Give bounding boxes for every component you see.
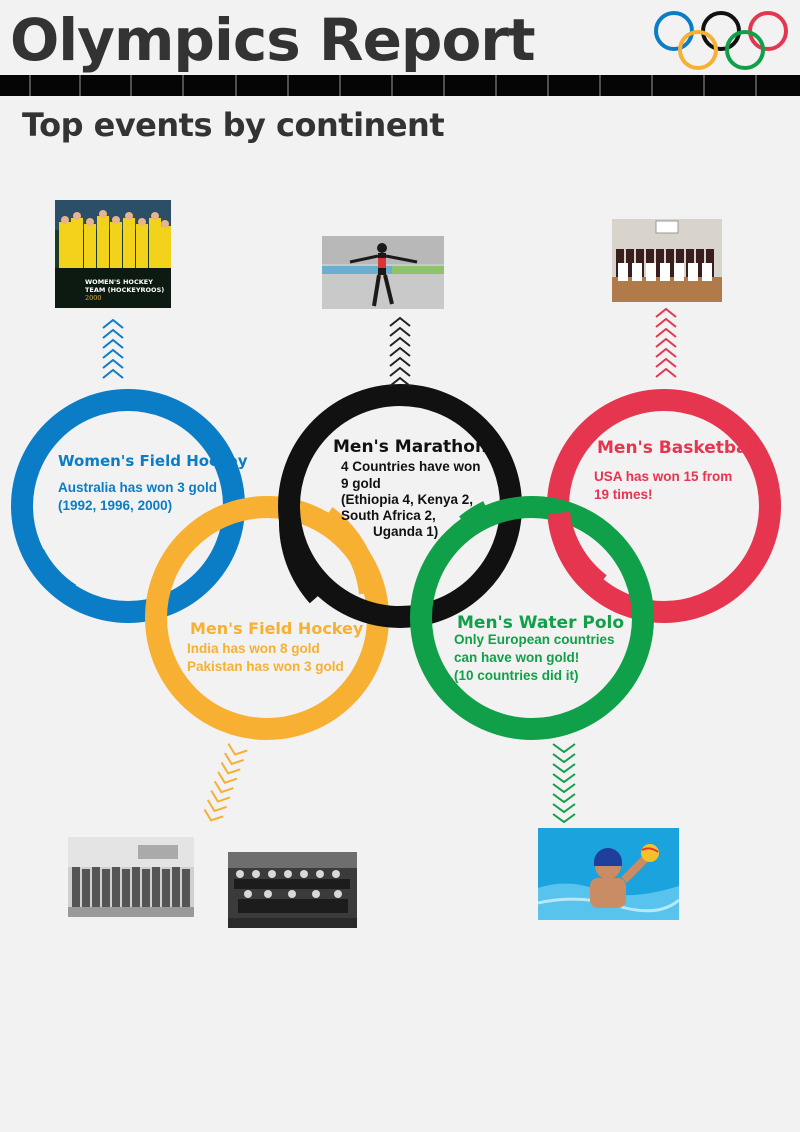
event-title-mens-marathon: Men's Marathon [333, 437, 488, 457]
event-desc-mens-basketball-2: 19 times! [594, 487, 653, 502]
photo-mens-hockey-team-1 [68, 837, 194, 917]
photo-water-polo-player [538, 828, 679, 920]
arrow-down-green-icon [552, 743, 576, 824]
photo-caption-1: WOMEN'S HOCKEY [85, 278, 153, 286]
event-desc-womens-field-hockey-2: (1992, 1996, 2000) [58, 498, 173, 513]
event-desc-mens-marathon-3: (Ethiopia 4, Kenya 2, [341, 492, 474, 507]
event-desc-mens-water-polo-3: (10 countries did it) [454, 668, 579, 683]
photo-basketball-team [612, 219, 722, 302]
arrow-up-blue-icon [102, 318, 124, 379]
photo-marathon-runner [322, 236, 444, 309]
event-desc-mens-marathon-5: Uganda 1) [373, 524, 439, 539]
event-desc-mens-marathon-1: 4 Countries have won [341, 459, 481, 474]
logo-ring-green [725, 30, 765, 70]
arrow-up-red-icon [655, 307, 677, 378]
event-desc-mens-water-polo-1: Only European countries [454, 632, 615, 647]
event-desc-mens-field-hockey-2: Pakistan has won 3 gold [187, 659, 344, 674]
logo-ring-yellow [678, 30, 718, 70]
photo-womens-hockey-team: WOMEN'S HOCKEY TEAM (HOCKEYROOS) 2000 [55, 200, 171, 308]
event-title-mens-water-polo: Men's Water Polo [457, 613, 625, 633]
logo-ring-blue [654, 11, 694, 51]
olympic-rings-logo [654, 11, 788, 70]
event-desc-mens-water-polo-2: can have won gold! [454, 650, 580, 665]
arrow-up-black-icon [389, 316, 411, 387]
event-title-womens-field-hockey: Women's Field Hockey [58, 452, 248, 470]
event-title-mens-field-hockey: Men's Field Hockey [190, 619, 364, 638]
event-title-mens-basketball: Men's Basketball [597, 438, 760, 458]
section-heading: Top events by continent [22, 106, 445, 144]
logo-ring-red [748, 11, 788, 51]
page-title: Olympics Report [10, 6, 536, 74]
event-desc-mens-marathon-2: 9 gold [341, 476, 381, 491]
photo-caption-3: 2000 [85, 294, 102, 302]
arrow-down-yellow-icon [203, 743, 248, 822]
olympic-rings-diagram [11, 384, 781, 740]
photo-mens-hockey-team-2 [228, 852, 357, 928]
ring-green [410, 496, 654, 740]
logo-ring-black [701, 11, 741, 51]
event-desc-mens-marathon-4: South Africa 2, [341, 508, 436, 523]
photo-caption-2: TEAM (HOCKEYROOS) [85, 286, 164, 294]
event-desc-womens-field-hockey-1: Australia has won 3 gold [58, 480, 218, 495]
header-divider-band [0, 75, 800, 96]
event-desc-mens-basketball-1: USA has won 15 from [594, 469, 733, 484]
event-desc-mens-field-hockey-1: India has won 8 gold [187, 641, 320, 656]
